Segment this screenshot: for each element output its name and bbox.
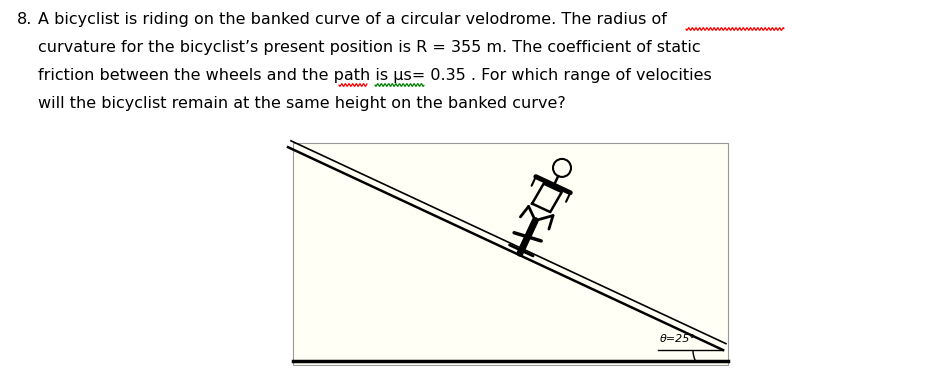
Text: friction between the wheels and the path is μs= 0.35 . For which range of veloci: friction between the wheels and the path… [38, 68, 711, 83]
Bar [292, 143, 727, 365]
Text: θ=25°: θ=25° [660, 334, 695, 344]
Text: A bicyclist is riding on the banked curve of a circular velodrome. The radius of: A bicyclist is riding on the banked curv… [38, 12, 666, 27]
Text: will the bicyclist remain at the same height on the banked curve?: will the bicyclist remain at the same he… [38, 96, 565, 111]
Text: curvature for the bicyclist’s present position is R = 355 m. The coefficient of : curvature for the bicyclist’s present po… [38, 40, 700, 55]
Text: 8.: 8. [17, 12, 32, 27]
